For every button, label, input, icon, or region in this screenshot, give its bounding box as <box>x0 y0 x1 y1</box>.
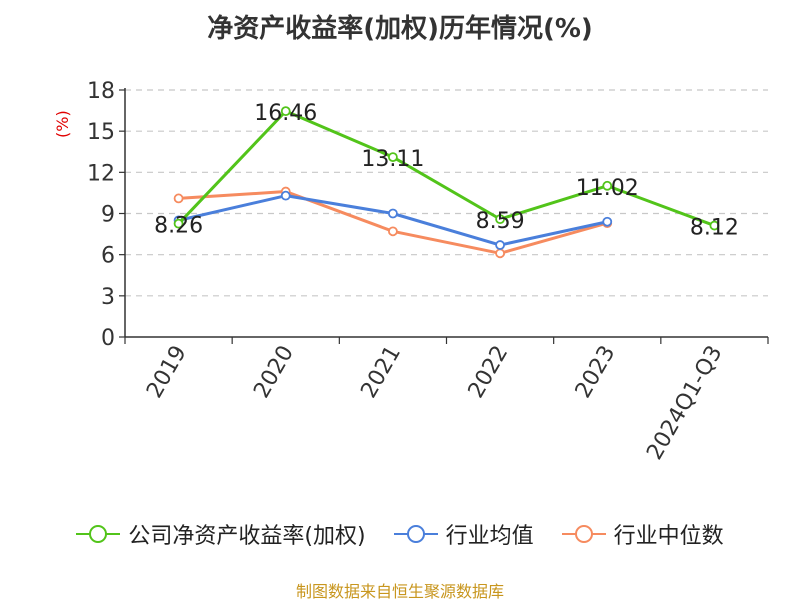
y-tick-label: 18 <box>87 79 115 104</box>
data-label: 8.12 <box>690 216 739 241</box>
legend-item-company-roe[interactable]: 公司净资产收益率(加权) <box>76 518 366 550</box>
legend: 公司净资产收益率(加权) 行业均值 行业中位数 <box>0 518 800 550</box>
legend-label-industry-mean: 行业均值 <box>445 524 534 549</box>
legend-marker-industry-median <box>561 525 606 543</box>
series-point-0 <box>709 220 720 231</box>
legend-marker-company-roe <box>76 525 121 543</box>
y-tick-label: 0 <box>101 326 115 351</box>
legend-label-industry-median: 行业中位数 <box>613 524 724 549</box>
series-point-0 <box>495 214 505 225</box>
series-line-1 <box>178 194 608 247</box>
series-point-0 <box>602 180 613 191</box>
x-tick-label: 2023 <box>571 342 621 403</box>
series-line-2 <box>178 190 608 255</box>
legend-marker-industry-mean <box>393 525 438 543</box>
y-tick-label: 9 <box>101 203 115 228</box>
y-tick-label: 6 <box>101 244 115 269</box>
data-label: 13.11 <box>361 147 424 172</box>
data-label: 8.59 <box>476 209 525 234</box>
series-point-2 <box>173 193 184 204</box>
y-tick-label: 3 <box>101 285 115 310</box>
x-tick-label: 2024Q1-Q3 <box>642 342 727 465</box>
series-point-1 <box>388 208 398 219</box>
y-tick-label: 15 <box>87 120 115 145</box>
x-tick-label: 2021 <box>356 342 406 403</box>
series-point-1 <box>495 240 505 250</box>
data-label: 8.26 <box>154 214 203 239</box>
y-tick-label: 12 <box>87 161 115 186</box>
legend-label-company-roe: 公司净资产收益率(加权) <box>128 524 366 549</box>
series-point-0 <box>173 218 184 229</box>
source-note: 制图数据来自恒生聚源数据库 <box>295 582 504 601</box>
legend-item-industry-mean[interactable]: 行业均值 <box>393 518 534 550</box>
x-tick-label: 2019 <box>142 342 192 403</box>
series-point-1 <box>280 190 291 201</box>
series-point-0 <box>388 152 398 163</box>
series-point-1 <box>602 216 613 227</box>
series-line-0 <box>177 109 715 227</box>
data-label: 16.46 <box>254 101 317 126</box>
x-tick-label: 2022 <box>464 342 514 403</box>
series-point-2 <box>495 248 505 259</box>
series-point-0 <box>280 106 291 117</box>
x-tick-label: 2020 <box>249 342 299 403</box>
chart-title: 净资产收益率(加权)历年情况(%) <box>207 14 593 44</box>
data-label: 11.02 <box>576 176 639 201</box>
legend-item-industry-median[interactable]: 行业中位数 <box>561 518 724 550</box>
series-point-2 <box>388 226 398 237</box>
